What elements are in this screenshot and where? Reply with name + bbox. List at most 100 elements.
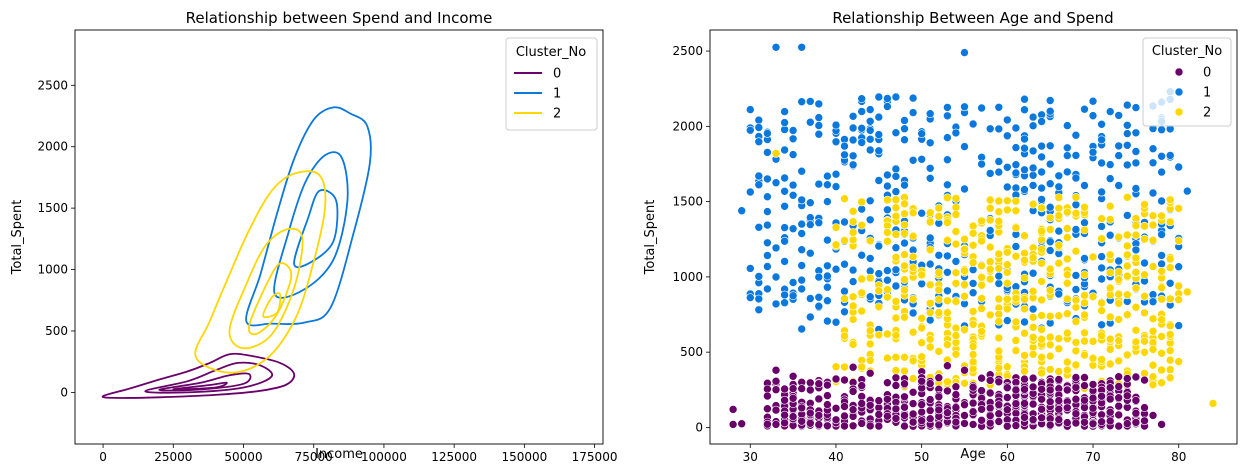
point-cluster-1 xyxy=(763,262,772,271)
point-cluster-0 xyxy=(900,421,909,431)
point-cluster-2 xyxy=(951,331,961,340)
point-cluster-2 xyxy=(1131,325,1141,335)
point-cluster-0 xyxy=(1037,413,1046,423)
point-cluster-1 xyxy=(1174,162,1183,172)
point-cluster-0 xyxy=(925,395,935,404)
point-cluster-2 xyxy=(977,304,986,313)
point-cluster-2 xyxy=(1037,258,1046,268)
point-cluster-2 xyxy=(857,274,867,284)
chart-left-y-ticks: 0 500 1000 1500 2000 2500 xyxy=(37,78,75,399)
point-cluster-2 xyxy=(1020,351,1029,360)
point-cluster-0 xyxy=(900,379,909,389)
point-cluster-2 xyxy=(891,366,901,375)
point-cluster-0 xyxy=(1080,395,1089,405)
chart-right-title: Relationship Between Age and Spend xyxy=(832,9,1113,27)
point-cluster-2 xyxy=(1114,336,1123,345)
point-cluster-0 xyxy=(823,380,832,390)
point-cluster-2 xyxy=(1063,233,1072,242)
chart-left-y-label: Total_Spent xyxy=(10,200,25,276)
point-cluster-2 xyxy=(908,356,918,366)
point-cluster-1 xyxy=(900,180,909,190)
point-cluster-1 xyxy=(814,218,824,227)
point-cluster-1 xyxy=(1097,274,1106,284)
point-cluster-1 xyxy=(900,124,909,133)
point-cluster-2 xyxy=(960,245,969,254)
point-cluster-1 xyxy=(1131,128,1141,138)
point-cluster-0 xyxy=(831,374,841,384)
contour-cluster-2 xyxy=(247,262,293,336)
point-cluster-0 xyxy=(814,379,824,389)
point-cluster-1 xyxy=(1045,179,1055,188)
point-cluster-1 xyxy=(797,195,807,205)
point-cluster-2 xyxy=(848,207,858,216)
point-cluster-1 xyxy=(1148,290,1158,299)
point-cluster-1 xyxy=(797,284,807,294)
point-cluster-1 xyxy=(925,315,935,325)
point-cluster-2 xyxy=(1165,254,1175,264)
contour-cluster-2 xyxy=(194,170,327,374)
point-cluster-0 xyxy=(1131,372,1141,382)
y-tick-label: 0 xyxy=(695,420,703,434)
point-cluster-2 xyxy=(1054,311,1064,321)
point-cluster-1 xyxy=(754,305,764,315)
point-cluster-2 xyxy=(848,217,858,226)
point-cluster-0 xyxy=(1071,383,1081,392)
point-cluster-2 xyxy=(925,298,935,308)
point-cluster-2 xyxy=(977,280,986,290)
point-cluster-2 xyxy=(951,297,961,306)
point-cluster-1 xyxy=(805,198,815,207)
point-cluster-1 xyxy=(1157,251,1166,260)
point-cluster-1 xyxy=(780,290,789,300)
point-cluster-2 xyxy=(900,199,909,209)
point-cluster-1 xyxy=(874,112,884,122)
point-cluster-0 xyxy=(797,384,807,393)
point-cluster-1 xyxy=(754,294,764,304)
point-cluster-2 xyxy=(925,342,935,352)
point-cluster-0 xyxy=(1080,373,1089,382)
point-cluster-1 xyxy=(1063,121,1072,130)
point-cluster-0 xyxy=(1028,373,1038,383)
point-cluster-2 xyxy=(960,291,969,301)
point-cluster-2 xyxy=(1131,221,1141,230)
point-cluster-1 xyxy=(874,176,884,185)
point-cluster-2 xyxy=(1088,252,1098,262)
point-cluster-2 xyxy=(1028,349,1038,359)
y-tick-label: 2500 xyxy=(37,78,68,92)
point-cluster-1 xyxy=(1071,271,1081,280)
point-cluster-0 xyxy=(814,394,824,404)
point-cluster-0 xyxy=(960,411,969,420)
point-cluster-1 xyxy=(943,267,952,277)
point-cluster-1 xyxy=(1148,158,1158,168)
point-cluster-1 xyxy=(1028,163,1038,173)
point-cluster-2 xyxy=(1037,203,1046,213)
point-cluster-1 xyxy=(831,182,841,191)
point-cluster-0 xyxy=(1045,420,1055,430)
point-cluster-2 xyxy=(1063,270,1072,280)
point-cluster-1 xyxy=(865,105,875,114)
point-cluster-2 xyxy=(865,236,875,246)
point-cluster-1 xyxy=(848,151,858,161)
point-cluster-0 xyxy=(1063,403,1072,413)
point-cluster-0 xyxy=(883,411,892,421)
point-cluster-2 xyxy=(1037,325,1046,334)
point-cluster-1 xyxy=(865,196,875,206)
point-cluster-0 xyxy=(805,418,815,428)
point-cluster-1 xyxy=(1054,182,1064,192)
point-cluster-1 xyxy=(1071,200,1081,209)
point-cluster-0 xyxy=(994,377,1004,387)
point-cluster-1 xyxy=(840,286,849,296)
point-cluster-0 xyxy=(771,405,781,415)
point-cluster-0 xyxy=(1020,385,1029,394)
point-cluster-2 xyxy=(1011,206,1021,216)
point-cluster-1 xyxy=(1097,320,1106,330)
point-cluster-0 xyxy=(1071,418,1081,428)
point-cluster-0 xyxy=(874,410,884,419)
point-cluster-1 xyxy=(814,292,824,302)
point-cluster-1 xyxy=(780,202,789,211)
point-cluster-0 xyxy=(1002,421,1012,431)
point-cluster-2 xyxy=(1097,298,1106,308)
point-cluster-2 xyxy=(1020,328,1029,338)
point-cluster-2 xyxy=(1045,285,1055,295)
point-cluster-0 xyxy=(1105,383,1115,392)
point-cluster-1 xyxy=(1020,143,1029,153)
